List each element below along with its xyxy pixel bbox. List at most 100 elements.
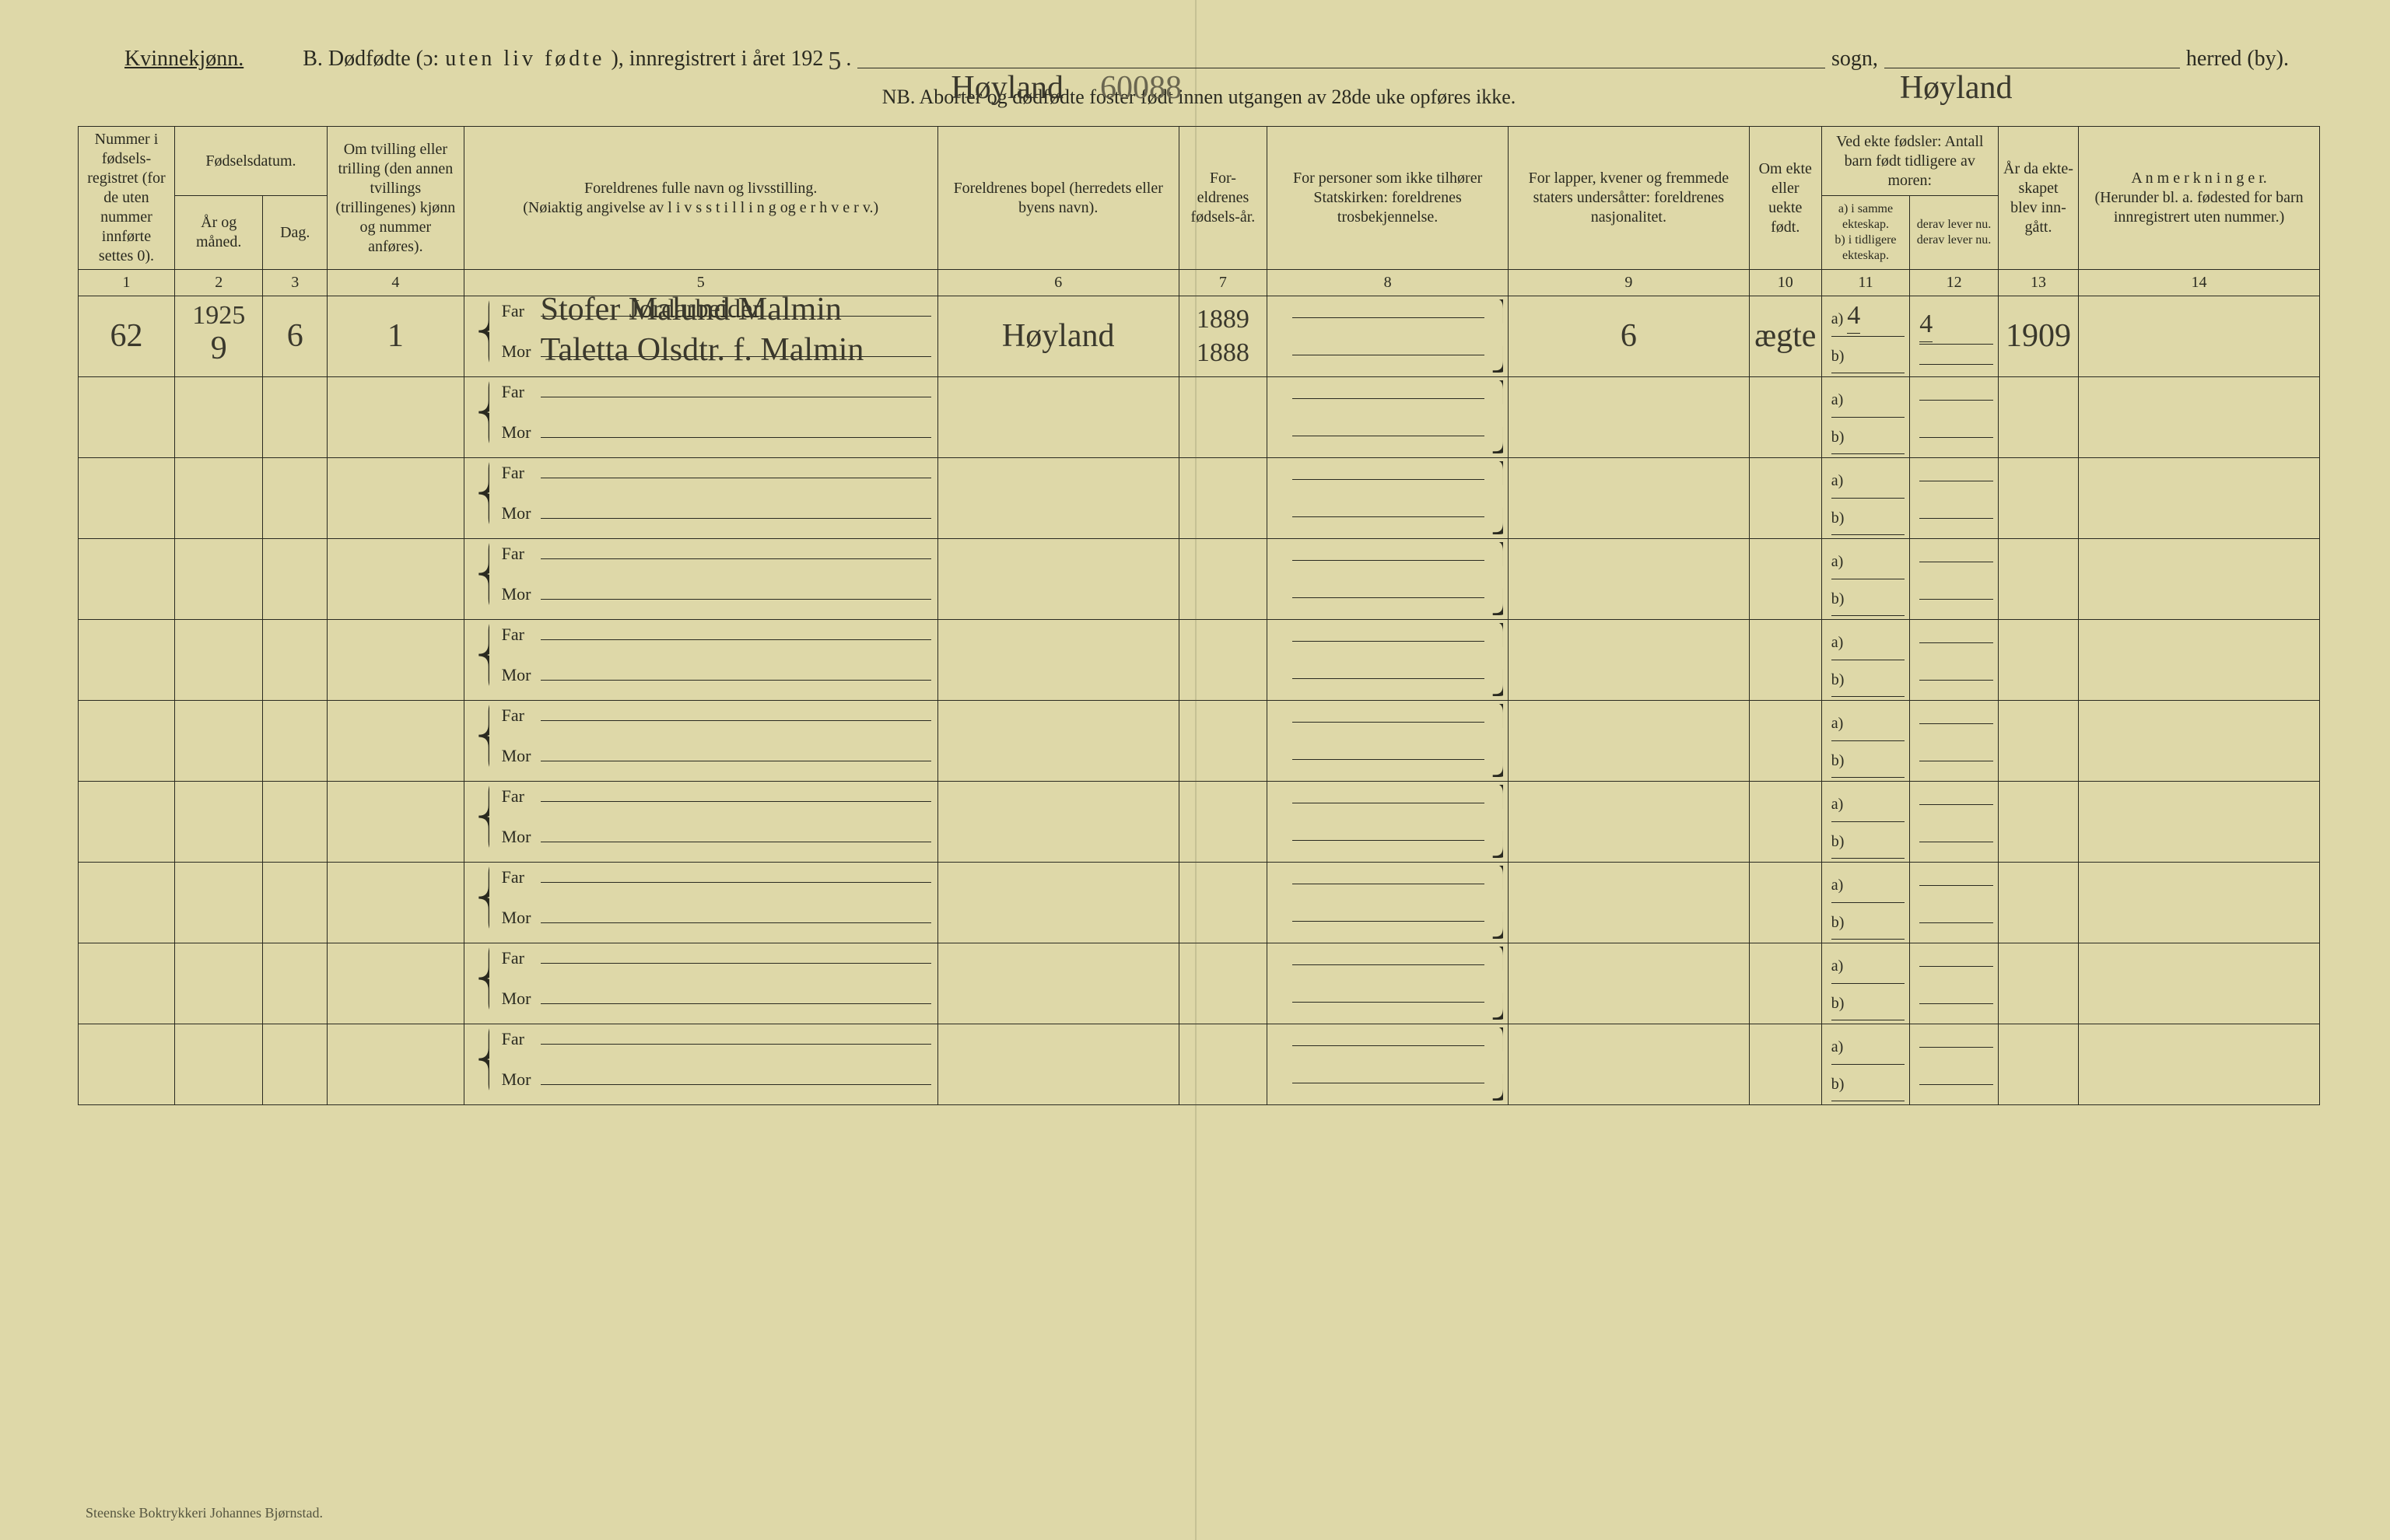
col-num: 12 — [1910, 270, 1999, 296]
cell — [1910, 1024, 1999, 1105]
cell — [1998, 377, 2078, 458]
cell — [1749, 782, 1821, 863]
cell — [1179, 377, 1267, 458]
cell: a) b) — [1821, 782, 1910, 863]
cell: 6 — [263, 296, 328, 377]
cell: a) b) — [1821, 620, 1910, 701]
col-num: 1 — [79, 270, 175, 296]
col-num: 7 — [1179, 270, 1267, 296]
cell: a) b) — [1821, 1024, 1910, 1105]
cell — [328, 620, 464, 701]
cell: } — [1267, 782, 1509, 863]
cell — [174, 458, 263, 539]
cell — [328, 539, 464, 620]
cell — [1749, 863, 1821, 943]
parents-cell: {JordarbeiderFarStofer Malund MalminMorT… — [464, 296, 937, 377]
cell: 62 — [79, 296, 175, 377]
cell — [328, 782, 464, 863]
cell: } — [1267, 620, 1509, 701]
cell — [1179, 863, 1267, 943]
col-header: a) i samme ekteskap. b) i tidligere ekte… — [1821, 196, 1910, 270]
cell: a) b) — [1821, 863, 1910, 943]
col-header: År og måned. — [174, 196, 263, 270]
cell: a) b) — [1821, 377, 1910, 458]
cell: 1 — [328, 296, 464, 377]
cell: } — [1267, 296, 1509, 377]
parents-cell: {FarMor — [464, 539, 937, 620]
col-num: 14 — [2079, 270, 2320, 296]
cell — [328, 701, 464, 782]
cell — [1508, 377, 1749, 458]
cell — [1179, 620, 1267, 701]
cell — [1910, 782, 1999, 863]
cell — [937, 1024, 1179, 1105]
cell — [174, 620, 263, 701]
cell: } — [1267, 539, 1509, 620]
herred-hand: Høyland — [1884, 70, 2013, 106]
cell — [1508, 943, 1749, 1024]
cell — [1508, 458, 1749, 539]
cell — [328, 1024, 464, 1105]
col-header: Foreldrenes bopel (herredets eller byens… — [937, 127, 1179, 270]
cell — [263, 620, 328, 701]
cell — [174, 539, 263, 620]
cell — [1508, 539, 1749, 620]
cell — [1508, 863, 1749, 943]
cell — [1910, 863, 1999, 943]
cell — [79, 620, 175, 701]
cell — [79, 539, 175, 620]
cell — [2079, 539, 2320, 620]
table-header: Nummer i fødsels-registret (for de uten … — [79, 127, 2320, 296]
col-num: 6 — [937, 270, 1179, 296]
cell — [1179, 1024, 1267, 1105]
col-header: Foreldrenes fulle navn og livsstilling. … — [464, 127, 937, 270]
cell — [263, 1024, 328, 1105]
col-header: Ved ekte fødsler: Antall barn født tidli… — [1821, 127, 1998, 196]
printer-credit: Steenske Boktrykkeri Johannes Bjørnstad. — [86, 1505, 323, 1521]
col-num: 4 — [328, 270, 464, 296]
cell — [937, 782, 1179, 863]
parents-cell: {FarMor — [464, 377, 937, 458]
ledger-table: Nummer i fødsels-registret (for de uten … — [78, 126, 2320, 1105]
cell: Høyland — [937, 296, 1179, 377]
cell: a) b) — [1821, 701, 1910, 782]
parents-cell: {FarMor — [464, 701, 937, 782]
col-header: For-eldrenes fødsels-år. — [1179, 127, 1267, 270]
cell — [1508, 782, 1749, 863]
cell — [263, 863, 328, 943]
cell — [1749, 620, 1821, 701]
parents-cell: {FarMor — [464, 458, 937, 539]
title-spaced: uten liv fødte — [445, 47, 605, 72]
col-header: derav lever nu. derav lever nu. — [1910, 196, 1999, 270]
cell — [1910, 458, 1999, 539]
cell — [1910, 539, 1999, 620]
title-prefix: B. Dødfødte (ɔ: — [303, 47, 439, 72]
col-header: Nummer i fødsels-registret (for de uten … — [79, 127, 175, 270]
title-dot: . — [846, 47, 851, 72]
col-num: 13 — [1998, 270, 2078, 296]
cell — [79, 458, 175, 539]
cell — [2079, 863, 2320, 943]
cell — [1749, 539, 1821, 620]
cell: ægte — [1749, 296, 1821, 377]
parents-cell: {FarMor — [464, 943, 937, 1024]
cell — [1749, 701, 1821, 782]
cell — [263, 377, 328, 458]
cell — [1998, 620, 2078, 701]
cell: } — [1267, 458, 1509, 539]
cell — [1998, 782, 2078, 863]
cell: } — [1267, 943, 1509, 1024]
col-header: For personer som ikke tilhører Statskirk… — [1267, 127, 1509, 270]
cell — [937, 863, 1179, 943]
cell — [1910, 377, 1999, 458]
col-header: For lapper, kvener og fremmede staters u… — [1508, 127, 1749, 270]
title-mid: ), innregistrert i året 192 — [611, 47, 823, 72]
cell — [2079, 458, 2320, 539]
cell: } — [1267, 377, 1509, 458]
cell — [937, 539, 1179, 620]
col-num: 10 — [1749, 270, 1821, 296]
cell — [937, 377, 1179, 458]
col-num: 9 — [1508, 270, 1749, 296]
cell: 1909 — [1998, 296, 2078, 377]
cell — [1179, 539, 1267, 620]
